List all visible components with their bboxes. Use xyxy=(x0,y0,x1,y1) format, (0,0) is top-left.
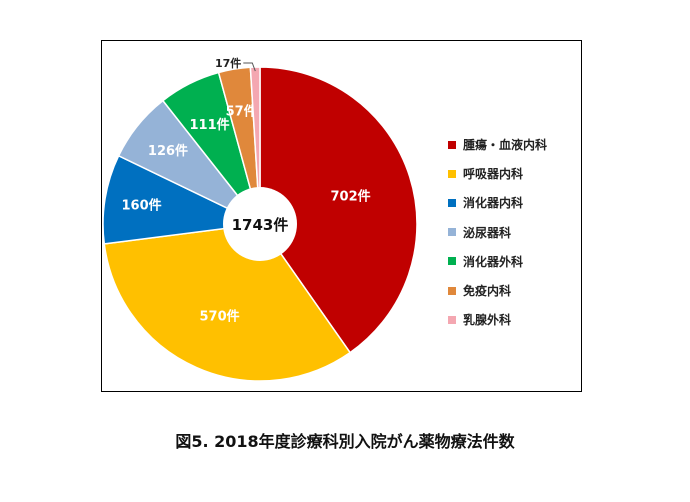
legend-label: 腫瘍・血液内科 xyxy=(463,138,548,153)
center-hole xyxy=(223,187,297,261)
legend-label: 消化器内科 xyxy=(463,196,524,211)
pie-slice xyxy=(259,66,418,354)
legend-item: 免疫内科 xyxy=(448,276,578,305)
legend-swatch xyxy=(448,315,456,324)
center-total-label: 1743件 xyxy=(232,216,289,234)
slice-value-label: 111件 xyxy=(190,117,230,133)
legend-label: 乳腺外科 xyxy=(463,313,512,328)
legend-swatch xyxy=(448,257,456,266)
legend-label: 消化器外科 xyxy=(463,254,524,269)
legend-swatch xyxy=(448,140,456,149)
slice-value-label: 57件 xyxy=(226,104,257,120)
pie-slice xyxy=(103,223,352,382)
legend-label: 呼吸器内科 xyxy=(463,167,524,182)
slice-value-label: 160件 xyxy=(122,198,162,214)
legend-item: 呼吸器内科 xyxy=(448,159,578,188)
slice-value-label: 126件 xyxy=(148,143,188,159)
slice-value-label: 702件 xyxy=(331,188,371,204)
legend-label: 免疫内科 xyxy=(463,284,512,299)
legend-item: 消化器内科 xyxy=(448,188,578,217)
legend-item: 乳腺外科 xyxy=(448,305,578,334)
legend: 腫瘍・血液内科 呼吸器内科 消化器内科 泌尿器科 消化器外科 免疫内科 乳腺外科 xyxy=(448,130,578,334)
pie-slice xyxy=(102,154,263,245)
legend-item: 腫瘍・血液内科 xyxy=(448,130,578,159)
leader-line xyxy=(243,62,256,72)
legend-swatch xyxy=(448,198,456,207)
slice-value-label: 570件 xyxy=(200,309,240,325)
legend-item: 消化器外科 xyxy=(448,247,578,276)
legend-swatch xyxy=(448,228,456,237)
legend-item: 泌尿器科 xyxy=(448,218,578,247)
legend-swatch xyxy=(448,169,456,178)
legend-label: 泌尿器科 xyxy=(463,225,512,240)
pie-slice xyxy=(249,66,261,225)
figure-caption: 図5. 2018年度診療科別入院がん薬物療法件数 xyxy=(175,432,515,451)
slice-value-label: 17件 xyxy=(215,56,241,70)
legend-swatch xyxy=(448,286,456,295)
